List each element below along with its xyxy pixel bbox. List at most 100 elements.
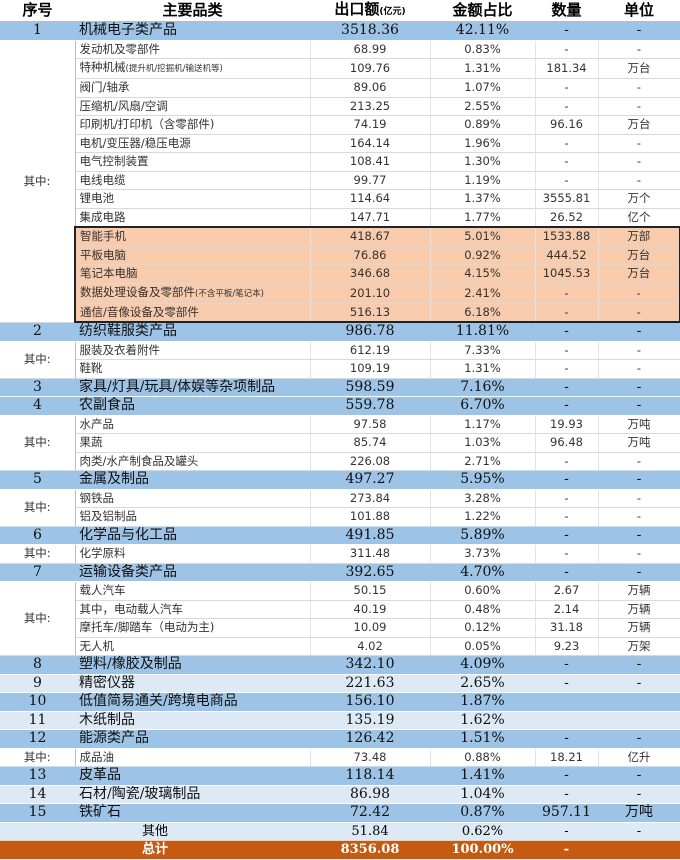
subcategory-name-text: 化学原料 [79,546,126,561]
subcategory-name-text: 摩托车/脚踏车（电动为主) [79,620,215,635]
subcategory-unit: 万台 [598,264,680,284]
subcategory-share: 1.19% [430,171,536,190]
category-unit: 万吨 [598,803,680,823]
other-unit: - [598,822,680,841]
subcategory-name-text: 智能手机 [80,229,126,244]
category-unit: - [598,526,680,545]
subcategory-amount: 147.71 [310,208,431,228]
category-amount: 3518.36 [310,21,430,41]
subcategory-unit: 亿个 [598,208,680,228]
subcategory-name: 阀门/轴承 [75,78,311,98]
subcategory-unit: 万吨 [598,415,680,434]
subcategory-qty: 1045.53 [535,264,599,284]
subcategory-name: 其中，电动载人汽车 [75,600,311,619]
subcategory-name: 锂电池 [75,189,311,209]
category-name: 金属及制品 [75,470,310,490]
subcategory-amount: 10.09 [310,618,431,638]
subcategory-qty: 26.52 [535,208,599,228]
category-no: 8 [0,655,75,675]
category-no: 12 [0,729,75,749]
subcategory-qty: 96.16 [535,115,599,135]
subcategory-unit: - [598,303,680,323]
category-row: 13 皮革品 118.14 1.41% - - [0,766,680,786]
subcategory-row: 其中: 水产品 97.58 1.17% 19.93 万吨 [0,415,680,471]
group-label: 其中: [0,489,76,527]
subcategory-share: 2.55% [430,97,536,116]
subcategory-amount: 76.86 [310,246,431,265]
subcategory-share: 6.18% [430,303,536,323]
subcategory-name-text: 铝及铝制品 [79,509,138,524]
subcategory-qty: 2.67 [535,581,599,601]
subcategory-unit: - [598,171,680,190]
category-unit: - [598,766,680,786]
total-row: 总计 8356.08 100.00% - [0,840,680,860]
subcategory-qty: - [535,97,599,116]
subcategory-share: 1.96% [430,134,536,153]
subcategory-name-text: 平板电脑 [80,247,126,262]
subcategory-share: 0.89% [430,115,536,135]
header-amount-label: 出口额 [334,0,380,18]
subcategory-qty: - [535,341,599,360]
category-amount: 598.59 [310,378,430,397]
subcategory-qty: - [535,507,599,527]
category-name: 化学品与化工品 [75,526,310,545]
subcategory-name: 铝及铝制品 [75,507,311,527]
subcategory-share: 1.31% [430,359,536,379]
category-amount: 86.98 [310,785,430,804]
category-row: 2 纺织鞋服类产品 986.78 11.81% - - [0,322,680,342]
subcategory-qty: 2.14 [535,600,599,619]
header-amount-unit: (亿元) [379,6,406,17]
subcategory-amount: 97.58 [310,415,431,434]
subcategory-share: 1.07% [430,78,536,98]
subcategory-name-text: 服装及衣着附件 [79,342,161,357]
subcategory-row: 锂电池 114.64 1.37% 3555.81 万个 [0,189,680,209]
subcategory-qty: 9.23 [535,637,599,656]
category-name: 能源类产品 [75,729,310,749]
subcategory-name-text: 水产品 [79,416,115,431]
category-row: 7 运输设备类产品 392.65 4.70% - - [0,563,680,582]
subcategory-share: 1.31% [430,58,536,79]
category-qty: - [535,526,598,545]
subcategory-row: 其中: 成品油 73.48 0.88% 18.21 亿升 [0,748,680,767]
category-name: 铁矿石 [75,803,310,823]
category-row: 3 家具/灯具/玩具/体娱等杂项制品 598.59 7.16% - - [0,378,680,397]
subcategory-name-text: 成品油 [79,749,115,764]
subcategory-qty: - [535,283,599,304]
category-qty: - [535,21,598,41]
subcategory-name: 鞋靴 [75,359,311,379]
subcategory-name: 电线电缆 [75,171,311,190]
subcategory-amount: 109.76 [310,58,431,79]
subcategory-unit: 万台 [598,115,680,135]
category-row: 4 农副食品 559.78 6.70% - - [0,396,680,416]
subcategory-note: (不含平板/笔记本) [195,288,264,299]
category-unit: - [598,396,680,416]
subcategory-row: 数据处理设备及零部件(不含平板/笔记本) 201.10 2.41% - - [0,283,680,304]
subcategory-row: 集成电路 147.71 1.77% 26.52 亿个 [0,208,680,228]
subcategory-qty: 444.52 [535,246,599,265]
subcategory-unit: - [598,341,680,360]
header-amount: 出口额(亿元) [310,0,430,22]
subcategory-unit: 万个 [598,189,680,209]
subcategory-amount: 109.19 [310,359,431,379]
subcategory-unit: - [598,544,680,564]
category-name: 塑料/橡胶及制品 [75,655,310,675]
subcategory-row: 其中: 载人汽车 50.15 0.60% 2.67 万辆 [0,581,680,656]
category-amount: 986.78 [310,322,430,342]
subcategory-name: 无人机 [75,637,311,656]
subcategory-amount: 311.48 [310,544,431,564]
subcategory-unit: 万台 [598,58,680,79]
category-amount: 221.63 [310,674,430,693]
category-qty [535,711,598,730]
subcategory-qty: 19.93 [535,415,599,434]
subcategory-row: 其中: 发动机及零部件 68.99 0.83% - - [0,40,680,323]
subcategory-name: 集成电路 [75,208,311,228]
subcategory-name: 平板电脑 [74,246,311,265]
subcategory-name-text: 果蔬 [79,435,103,450]
subcategory-row: 摩托车/脚踏车（电动为主) 10.09 0.12% 31.18 万辆 [0,618,680,638]
subcategory-name: 笔记本电脑 [74,264,311,284]
category-name: 木纸制品 [75,711,310,730]
subcategory-qty: 31.18 [535,618,599,638]
subcategory-amount: 85.74 [310,433,431,453]
category-unit [598,692,680,712]
category-row: 8 塑料/橡胶及制品 342.10 4.09% - - [0,655,680,675]
